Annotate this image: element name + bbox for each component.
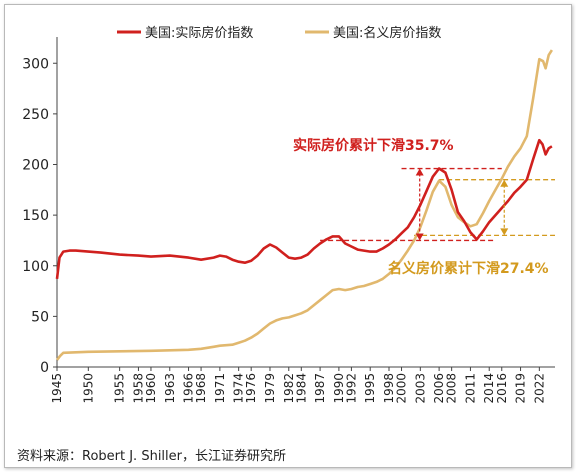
x-tick-label: 1966	[182, 373, 196, 404]
x-tick-label: 2014	[482, 373, 496, 404]
x-tick-label: 1955	[113, 373, 127, 404]
real-decline-arrow-head-down	[415, 233, 424, 241]
x-tick-label: 1976	[244, 373, 258, 404]
chart-frame: 0 50 100 150 200 250 300 1945 1950 1955 1958 1960 19…	[4, 4, 572, 468]
series-line	[55, 138, 553, 280]
legend-label: 美国:名义房价指数	[333, 25, 441, 41]
real-decline-arrow-head-up	[415, 168, 424, 176]
y-tick-label: 100	[22, 259, 49, 275]
x-tick-label: 1990	[332, 373, 346, 404]
y-tick-label: 50	[31, 309, 49, 325]
x-tick-label: 2016	[495, 373, 509, 404]
x-tick-label: 1958	[131, 373, 145, 404]
annotation-real-decline: 实际房价累计下滑35.7%	[293, 137, 454, 154]
x-tick-label: 2022	[532, 373, 546, 404]
x-tick-label: 1995	[363, 373, 377, 404]
x-tick-label: 1998	[382, 373, 396, 404]
x-tick-label: 2003	[413, 373, 427, 404]
y-tick-label: 200	[22, 158, 49, 174]
x-tick-label: 1979	[263, 373, 277, 404]
y-tick-label: 150	[22, 208, 49, 224]
x-tick-label: 2008	[445, 373, 459, 404]
x-tick-label: 1984	[294, 373, 308, 404]
y-tick-label: 250	[22, 107, 49, 123]
x-tick-label: 1963	[163, 373, 177, 404]
x-tick-label: 1974	[232, 373, 246, 404]
x-tick-label: 1945	[50, 373, 64, 404]
y-tick-label: 0	[40, 360, 49, 376]
legend-label: 美国:实际房价指数	[145, 25, 253, 41]
y-tick-label: 300	[22, 56, 49, 72]
annotation-nominal-decline: 名义房价累计下滑27.4%	[388, 260, 549, 277]
source-note: 资料来源：Robert J. Shiller，长江证券研究所	[17, 449, 286, 464]
x-tick-label: 1987	[313, 373, 327, 404]
series-line	[55, 49, 553, 361]
x-tick-label: 1968	[194, 373, 208, 404]
nominal-decline-arrow-head-up	[500, 179, 509, 187]
x-tick-label: 2006	[432, 373, 446, 404]
x-tick-label: 1982	[282, 373, 296, 404]
x-tick-label: 1960	[144, 373, 158, 404]
x-tick-label: 2011	[463, 373, 477, 404]
x-tick-label: 1992	[344, 373, 358, 404]
x-tick-label: 2000	[395, 373, 409, 404]
x-tick-label: 1950	[81, 373, 95, 404]
x-tick-label: 1971	[213, 373, 227, 404]
x-tick-label: 2019	[514, 373, 528, 404]
nominal-decline-arrow-head-down	[500, 228, 509, 236]
